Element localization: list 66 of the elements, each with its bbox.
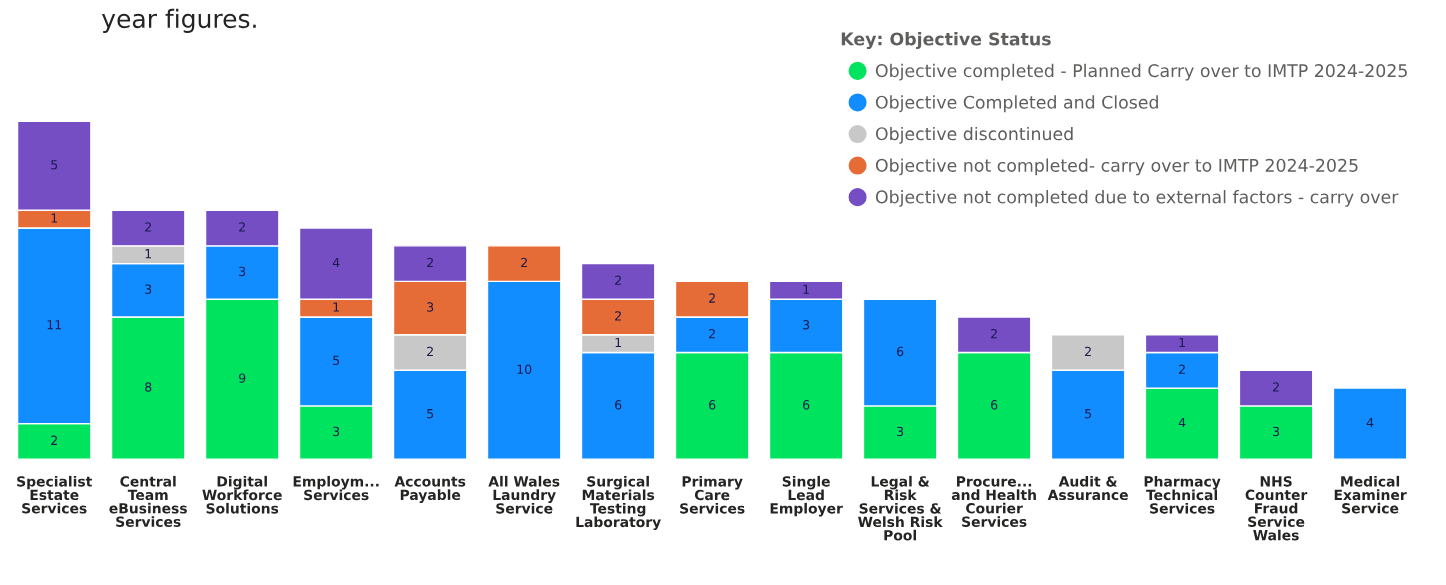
data-label: 2 (521, 257, 527, 268)
data-label: 3 (803, 320, 810, 330)
data-label: 2 (615, 275, 621, 285)
data-label: 1 (333, 302, 340, 312)
data-label: 5 (333, 355, 340, 366)
legend-title: Key: Objective Status (841, 32, 1051, 50)
data-label: 2 (615, 311, 621, 321)
data-label: 2 (51, 435, 57, 445)
legend-label: Objective not completed due to external factors - carry over (875, 190, 1399, 207)
legend-label: Objective discontinued (875, 126, 1073, 144)
x-tick-label: Legal & Risk Services & Welsh Risk Pool (858, 475, 943, 541)
data-label: 6 (991, 400, 998, 410)
data-label: 1 (1179, 337, 1185, 348)
x-tick-label: Accounts Payable (394, 476, 466, 503)
x-tick-label: Procure... and Health Courier Services (951, 476, 1036, 527)
x-tick-label: Medical Examiner Service (1334, 475, 1407, 514)
x-tick-label: Primary Care Services (680, 475, 745, 514)
x-tick-label: Central Team eBusiness Services (109, 475, 187, 527)
x-tick-label: Pharmacy Technical Services (1144, 475, 1221, 514)
x-tick-label: Digital Workforce Solutions (202, 475, 282, 514)
data-label: 2 (991, 328, 997, 339)
data-label: 4 (332, 257, 340, 268)
data-label: 2 (709, 293, 715, 303)
data-label: 5 (1085, 409, 1091, 419)
data-label: 2 (1179, 364, 1185, 374)
data-label: 3 (239, 266, 246, 277)
data-label: 6 (709, 400, 716, 410)
data-label: 6 (897, 346, 904, 357)
x-tick-label: NHS Counter Fraud Service Wales (1245, 476, 1308, 541)
x-tick-label: Employm... Services (293, 475, 379, 501)
data-label: 2 (145, 222, 151, 232)
data-label: 11 (47, 320, 62, 330)
data-label: 6 (803, 400, 810, 410)
data-label: 2 (427, 257, 433, 268)
x-tick-label: Single Lead Employer (770, 475, 843, 517)
bar (1332, 387, 1408, 460)
data-label: 9 (239, 373, 246, 383)
data-label: 1 (51, 213, 58, 223)
data-label: 2 (427, 346, 433, 356)
data-label: 2 (239, 222, 245, 232)
data-label: 3 (333, 426, 340, 437)
data-label: 4 (1178, 418, 1186, 428)
x-tick-label: Audit & Assurance (1047, 475, 1128, 501)
x-tick-label: All Wales Laundry Service (488, 475, 560, 514)
legend-label: Objective completed - Planned Carry over to IMTP 2024-2025 (875, 63, 1407, 81)
data-label: 3 (145, 284, 152, 294)
data-label: 3 (427, 302, 434, 312)
data-label: 10 (517, 364, 532, 374)
data-label: 2 (1273, 382, 1279, 392)
legend-label: Objective not completed- carry over to IMTP 2024-2025 (875, 158, 1358, 176)
legend-label: Objective Completed and Closed (875, 95, 1158, 113)
data-label: 2 (709, 328, 715, 339)
data-label: 1 (615, 337, 621, 348)
data-label: 5 (51, 160, 58, 170)
data-label: 3 (1273, 426, 1280, 437)
data-label: 1 (145, 249, 152, 259)
data-label: 2 (1085, 346, 1091, 356)
data-label: 1 (803, 284, 809, 294)
data-label: 5 (427, 409, 434, 419)
x-tick-label: Specialist Estate Services (17, 475, 92, 514)
data-label: 8 (145, 382, 152, 392)
text: year figures. (101, 8, 256, 33)
x-tick-label: Surgical Materials Testing Laboratory (576, 475, 661, 530)
data-label: 3 (897, 426, 904, 437)
data-label: 6 (615, 400, 622, 410)
data-label: 4 (1366, 418, 1374, 428)
